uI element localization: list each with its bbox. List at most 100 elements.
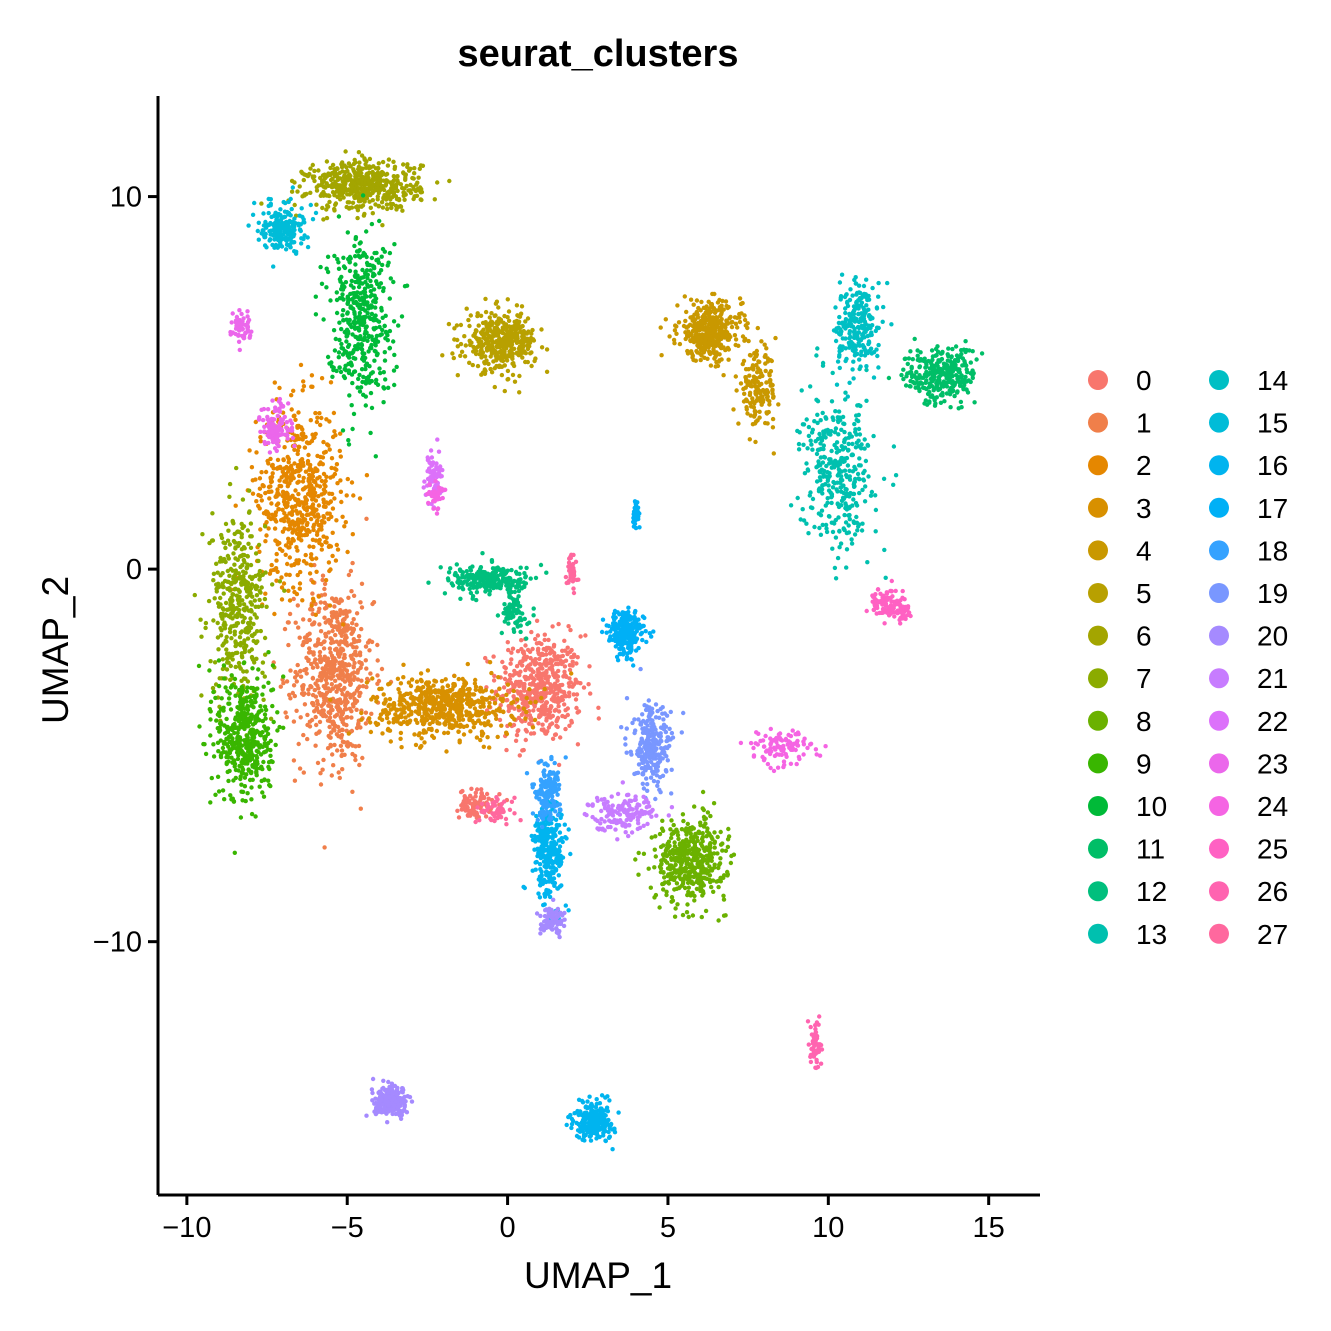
cluster-1-point — [339, 717, 344, 722]
cluster-3-point — [434, 728, 440, 734]
cluster-2-point — [328, 499, 333, 505]
cluster-5-point — [483, 296, 488, 302]
cluster-2-point — [295, 572, 300, 578]
cluster-1-point — [315, 698, 320, 704]
cluster-1-point — [337, 665, 342, 671]
cluster-9-point — [257, 784, 262, 789]
cluster-2-point — [276, 501, 281, 506]
cluster-1-point — [321, 757, 326, 763]
cluster-4-point — [719, 345, 724, 351]
cluster-6-point — [360, 186, 365, 192]
cluster-3-point — [465, 701, 470, 707]
cluster-3-point — [447, 689, 453, 694]
cluster-1-point — [332, 728, 337, 733]
cluster-3-point — [409, 702, 415, 707]
cluster-2-point — [301, 379, 306, 384]
cluster-2-point — [350, 532, 355, 537]
cluster-1-point — [360, 755, 365, 761]
cluster-2-point — [309, 603, 314, 608]
cluster-6-point — [301, 177, 306, 183]
cluster-1-point — [281, 680, 286, 686]
cluster-2-point — [344, 493, 349, 498]
cluster-5-point — [462, 334, 467, 339]
cluster-2-point — [295, 423, 300, 429]
cluster-0-point — [544, 718, 549, 723]
cluster-3-point — [474, 735, 480, 740]
cluster-6-point — [366, 179, 371, 184]
cluster-9-point — [216, 658, 222, 663]
cluster-7-point — [257, 597, 262, 603]
cluster-0-point — [537, 652, 542, 657]
cluster-4-point — [710, 291, 715, 297]
cluster-8-point — [700, 863, 705, 868]
cluster-0-point — [538, 692, 544, 697]
cluster-2-point — [314, 569, 319, 574]
cluster-8-point — [658, 866, 664, 871]
cluster-5-point — [505, 297, 510, 302]
cluster-8-point — [685, 902, 690, 907]
cluster-8-point — [725, 844, 731, 850]
cluster-6-point — [412, 166, 417, 171]
cluster-7-point — [221, 591, 226, 596]
cluster-1-point — [306, 691, 311, 697]
cluster-2-point — [268, 456, 273, 462]
cluster-2-point — [301, 384, 307, 389]
cluster-3-point — [399, 702, 404, 707]
cluster-2-point — [289, 512, 295, 517]
cluster-0-point — [552, 692, 557, 698]
cluster-2-point — [288, 476, 294, 482]
cluster-4-point — [746, 338, 751, 344]
cluster-2-point — [306, 452, 311, 458]
cluster-1-point — [328, 730, 334, 735]
cluster-0-point — [533, 657, 538, 662]
cluster-3-point — [489, 689, 495, 694]
cluster-2-point — [273, 566, 279, 571]
cluster-6-point — [351, 167, 356, 172]
cluster-3-point — [429, 690, 434, 695]
cluster-6-point — [380, 159, 386, 165]
cluster-1-point — [307, 617, 312, 623]
cluster-7-point — [231, 576, 236, 581]
cluster-2-point — [282, 511, 287, 516]
cluster-4-point — [771, 395, 776, 400]
cluster-5-point — [482, 367, 487, 372]
cluster-1-point — [330, 628, 335, 634]
cluster-7-point — [227, 626, 233, 631]
cluster-2-point — [308, 516, 314, 522]
cluster-7-point — [253, 551, 259, 556]
cluster-1-point — [307, 646, 312, 651]
cluster-7-point — [254, 656, 259, 661]
cluster-6-point — [435, 180, 440, 185]
cluster-1-point — [318, 678, 324, 683]
cluster-7-point — [237, 589, 242, 594]
cluster-6-point — [349, 191, 354, 196]
cluster-8-point — [709, 884, 714, 890]
cluster-3-point — [476, 718, 481, 723]
cluster-1-point — [297, 635, 302, 640]
cluster-7-point — [216, 647, 221, 652]
cluster-5-point — [496, 341, 501, 346]
cluster-6-point — [305, 173, 311, 179]
cluster-2-point — [280, 548, 285, 553]
cluster-4-point — [719, 328, 724, 333]
cluster-1-point — [339, 700, 344, 705]
cluster-7-point — [252, 598, 257, 603]
cluster-2-point — [315, 476, 320, 481]
cluster-6-point — [385, 163, 391, 168]
cluster-3-point — [383, 697, 388, 702]
cluster-4-point — [719, 303, 724, 308]
cluster-5-point — [497, 336, 502, 341]
cluster-4-point — [714, 320, 719, 325]
cluster-2-point — [315, 415, 320, 420]
cluster-7-point — [223, 612, 228, 617]
cluster-2-point — [293, 417, 298, 422]
cluster-0-point — [553, 696, 559, 701]
cluster-7-point — [224, 651, 230, 656]
cluster-8-point — [660, 828, 666, 833]
cluster-2-point — [301, 526, 307, 531]
cluster-2-point — [271, 466, 276, 471]
cluster-1-point — [300, 685, 306, 690]
cluster-4-point — [700, 327, 705, 332]
cluster-8-point — [671, 876, 676, 881]
cluster-4-point — [700, 322, 705, 328]
